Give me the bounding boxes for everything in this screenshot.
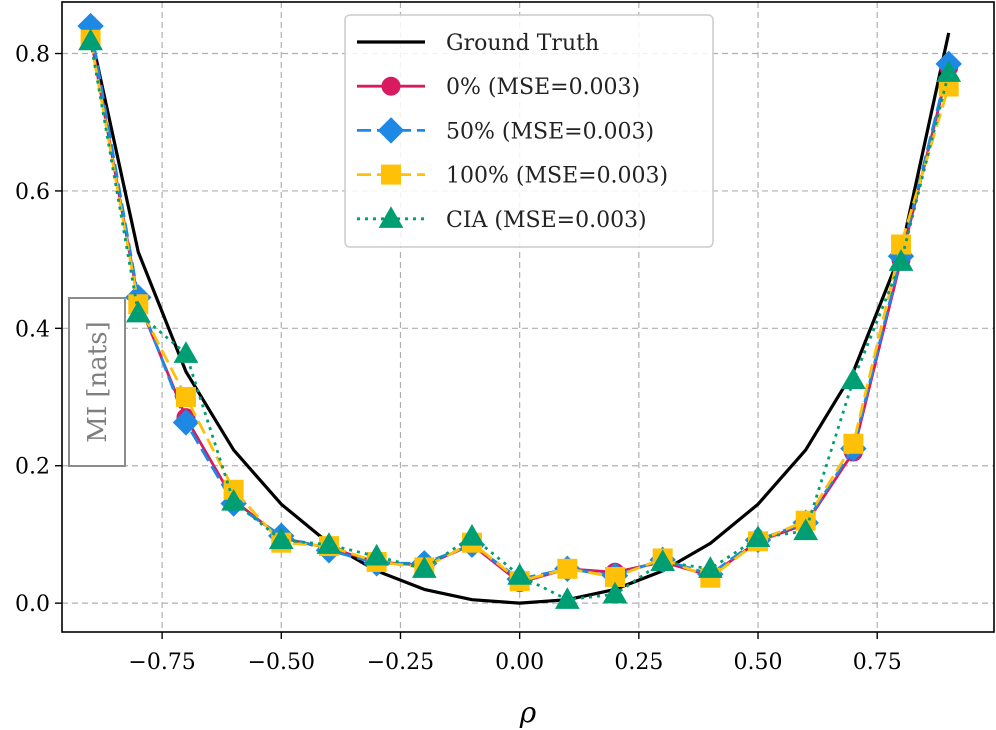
data-point — [602, 581, 628, 604]
x-tick-label: −0.25 — [367, 650, 434, 675]
y-axis-label-box: MI [nats] — [68, 297, 126, 467]
plot-series — [77, 12, 962, 609]
data-point — [650, 549, 676, 572]
legend-label: 100% (MSE=0.003) — [446, 164, 668, 189]
data-point — [554, 587, 580, 609]
y-tick-label: 0.6 — [15, 180, 50, 205]
data-point — [843, 433, 864, 454]
x-tick-label: 0.75 — [853, 650, 902, 675]
data-point — [888, 249, 914, 271]
legend: Ground Truth 0% (MSE=0.003) 50% (MSE=0.003… — [344, 14, 714, 248]
legend-item: CIA (MSE=0.003) — [357, 206, 647, 233]
data-point — [268, 527, 294, 550]
plot-frame — [61, 1, 995, 633]
data-point — [557, 558, 578, 579]
data-point — [411, 556, 437, 578]
y-tick-label: 0.8 — [15, 43, 50, 68]
y-tick-label: 0.0 — [15, 592, 50, 617]
legend-label: 50% (MSE=0.003) — [446, 119, 654, 144]
x-axis-label: ρ — [519, 696, 537, 729]
data-point — [125, 300, 151, 323]
data-point — [364, 543, 390, 566]
series-4 — [78, 28, 962, 609]
x-tick-label: −0.75 — [128, 650, 195, 675]
data-point — [793, 518, 819, 541]
legend-item: 0% (MSE=0.003) — [357, 75, 640, 100]
legend-marker — [381, 76, 401, 96]
y-axis-label-frame — [68, 297, 126, 467]
x-axis-ticks: −0.75 −0.50 −0.25 0.00 0.25 0.50 0.75 — [128, 632, 902, 675]
y-tick-label: 0.2 — [15, 455, 50, 480]
legend-marker — [377, 117, 405, 144]
data-point — [173, 341, 199, 363]
y-tick-label: 0.4 — [15, 317, 50, 342]
legend-label: Ground Truth — [446, 31, 599, 56]
series-line — [89, 32, 951, 605]
data-point — [172, 409, 200, 436]
data-point — [745, 525, 771, 548]
data-point — [697, 556, 723, 578]
data-point — [316, 532, 342, 554]
legend-item: 50% (MSE=0.003) — [357, 117, 654, 144]
x-tick-label: −0.50 — [248, 650, 315, 675]
legend-frame — [344, 14, 714, 248]
legend-label: CIA (MSE=0.003) — [446, 208, 647, 233]
data-point — [78, 28, 103, 51]
x-tick-label: 0.50 — [734, 650, 783, 675]
legend-marker — [381, 164, 401, 185]
data-point — [221, 488, 246, 511]
data-point — [507, 563, 533, 585]
data-point — [841, 367, 866, 389]
legend-item: 100% (MSE=0.003) — [357, 164, 668, 189]
data-point — [936, 60, 962, 82]
legend-label: 0% (MSE=0.003) — [446, 75, 640, 100]
legend-marker — [378, 206, 404, 228]
y-axis-label: MI [nats] — [83, 321, 113, 442]
x-tick-label: 0.25 — [614, 650, 663, 675]
data-point — [459, 523, 485, 546]
series-0 — [89, 32, 951, 605]
legend-item: Ground Truth — [357, 31, 599, 56]
y-axis-ticks: 0.0 0.2 0.4 0.6 0.8 — [15, 43, 62, 617]
data-point — [175, 387, 196, 408]
x-tick-label: 0.00 — [495, 650, 544, 675]
